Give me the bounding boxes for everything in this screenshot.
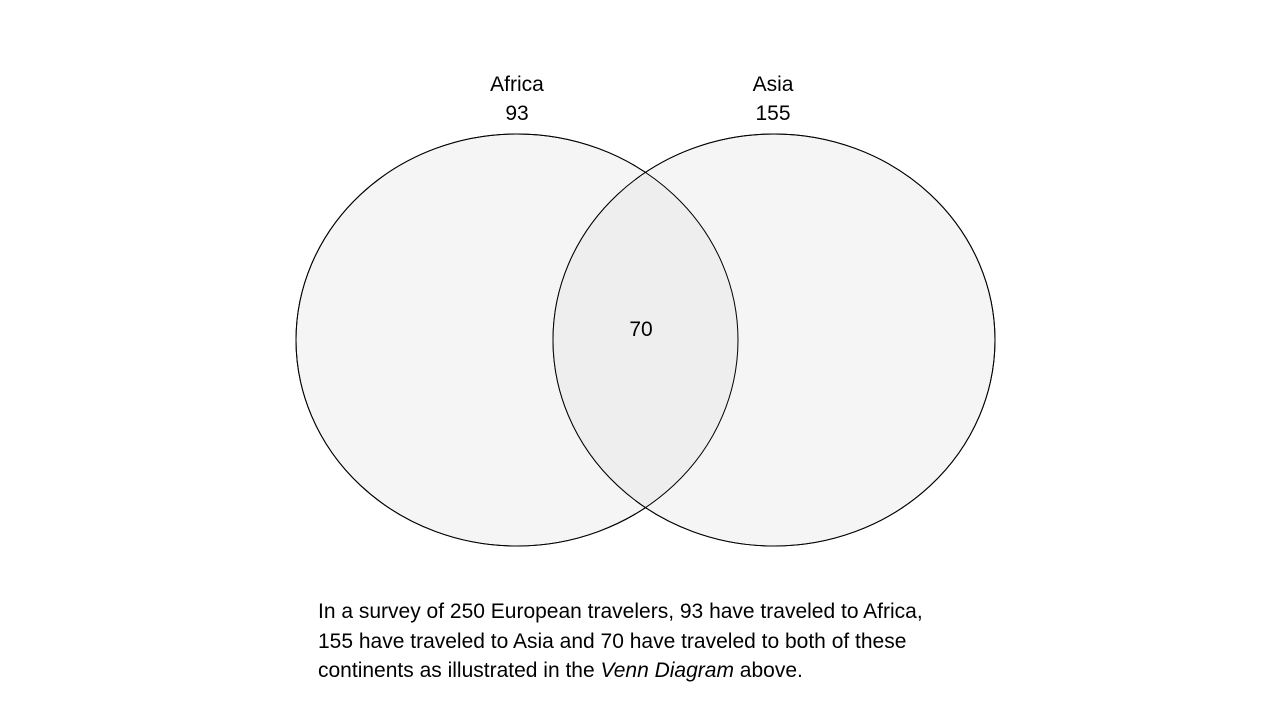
caption-line-1: In a survey of 250 European travelers, 9… bbox=[318, 600, 923, 623]
caption-line-3-end: above. bbox=[733, 659, 803, 682]
caption: In a survey of 250 European travelers, 9… bbox=[318, 597, 1018, 686]
intersection-count: 70 bbox=[629, 318, 653, 341]
africa-set-name: Africa bbox=[490, 73, 544, 96]
intersection-region bbox=[553, 134, 738, 546]
africa-set-label: Africa 93 bbox=[447, 70, 587, 128]
caption-emphasis: Venn Diagram bbox=[600, 659, 734, 682]
caption-line-3: continents as illustrated in the Venn Di… bbox=[318, 656, 1018, 686]
caption-line-2: 155 have traveled to Asia and 70 have tr… bbox=[318, 629, 907, 653]
africa-circle-outline bbox=[295, 133, 739, 547]
asia-circle-outline bbox=[552, 133, 996, 547]
asia-set-name: Asia bbox=[752, 73, 794, 96]
asia-set-label: Asia 155 bbox=[703, 70, 843, 128]
asia-set-count: 155 bbox=[755, 102, 791, 125]
caption-line-3-start: continents as illustrated in the bbox=[318, 659, 601, 682]
africa-set-count: 93 bbox=[505, 102, 529, 125]
